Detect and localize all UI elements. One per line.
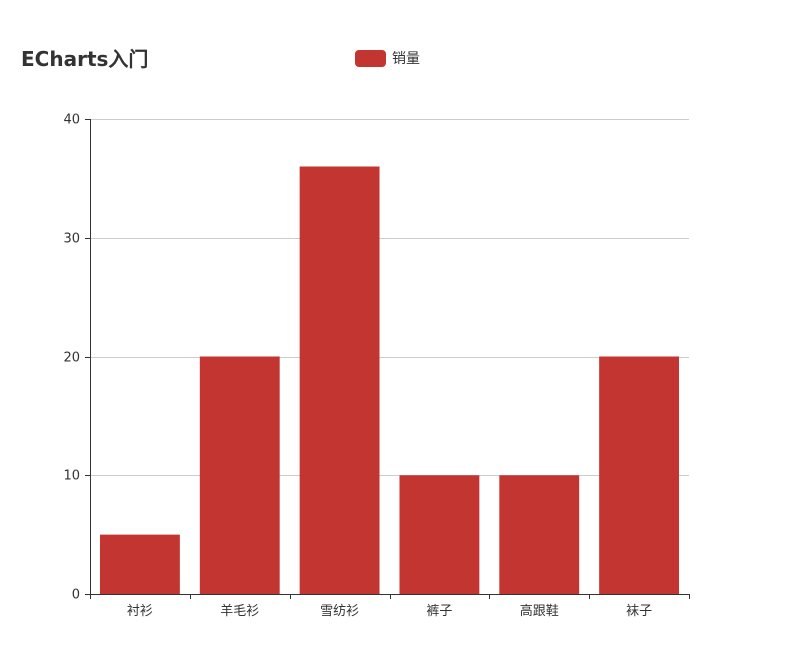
x-tick-label: 衬衫 [127,604,153,619]
bar [399,475,480,594]
x-tick-label: 雪纺衫 [320,604,359,619]
legend-swatch[interactable] [355,49,386,67]
x-tick-label: 羊毛衫 [220,603,259,619]
y-tick-label: 30 [63,232,80,247]
legend-label[interactable]: 销量 [392,51,420,67]
y-tick-label: 40 [63,113,80,128]
x-tick-label: 裤子 [426,604,452,619]
bar [499,475,580,594]
y-tick-label: 10 [63,469,80,484]
bar [99,534,180,594]
bar [199,356,280,594]
y-tick-label: 0 [72,588,80,603]
bar [299,166,380,594]
y-tick-label: 20 [63,351,80,366]
x-tick-label: 袜子 [626,604,652,619]
legend[interactable]: 销量 [355,48,420,68]
x-tick-label: 高跟鞋 [520,603,559,619]
bar [599,356,680,594]
chart-title: ECharts入门 [21,47,149,71]
